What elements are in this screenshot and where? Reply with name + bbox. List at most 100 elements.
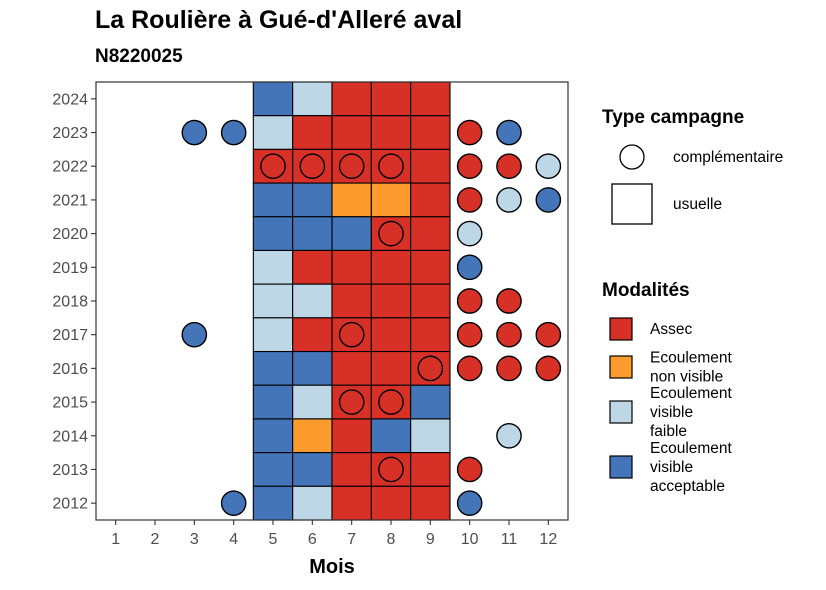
legend-key-ecoulement_visible_acceptable — [609, 455, 633, 479]
chart-subtitle: N8220025 — [95, 46, 183, 67]
legend-label: Ecoulement — [650, 385, 733, 402]
tile-2023-9 — [410, 115, 451, 150]
tile-2013-9 — [410, 452, 451, 487]
y-tick-label: 2014 — [52, 428, 88, 445]
tile-2023-7 — [331, 115, 372, 150]
tile-2021-6 — [292, 182, 333, 218]
tile-2014-8 — [370, 418, 412, 454]
legend-label: acceptable — [650, 478, 725, 495]
point-2023-3 — [181, 119, 208, 146]
tile-2016-6 — [292, 350, 333, 386]
tile-2014-5 — [252, 418, 294, 454]
point-2015-8 — [378, 389, 404, 415]
point-2015-7 — [338, 389, 365, 415]
tile-2016-7 — [331, 350, 372, 386]
point-2017-10 — [456, 321, 483, 348]
tile-2024-9 — [410, 81, 451, 117]
tile-2018-5 — [252, 283, 294, 319]
tile-2015-6 — [292, 384, 333, 420]
y-tick-label: 2017 — [52, 327, 88, 344]
point-2016-9 — [417, 355, 444, 382]
point-2022-12 — [535, 153, 562, 180]
y-tick-label: 2023 — [52, 125, 88, 142]
tile-2019-7 — [331, 249, 372, 285]
point-2020-8 — [378, 220, 404, 247]
usuelle-tiles — [252, 81, 451, 521]
tile-2020-7 — [331, 216, 372, 252]
legend-key-assec — [609, 317, 633, 341]
tile-2016-5 — [252, 350, 294, 386]
tile-2019-6 — [292, 249, 333, 285]
point-2022-8 — [378, 153, 404, 180]
point-2021-11 — [496, 187, 522, 213]
legend-label: faible — [650, 423, 687, 440]
tile-2018-6 — [292, 283, 333, 319]
legend-label: Ecoulement — [650, 440, 733, 457]
point-2016-10 — [456, 355, 483, 382]
y-axis: 2012 2013 2014 2015 2016 2017 2018 2019 2020 2021… — [52, 91, 96, 513]
legend-type-campagne: Type campagne complémentaire usuelle — [602, 107, 783, 225]
legend-label: complémentaire — [673, 149, 783, 166]
point-2016-11 — [496, 355, 522, 382]
tile-2013-5 — [252, 452, 294, 487]
legend-title: Type campagne — [602, 107, 744, 128]
tile-2021-8 — [370, 182, 412, 218]
x-tick-label: 8 — [387, 531, 396, 548]
x-tick-label: 3 — [190, 531, 199, 548]
tile-2014-9 — [410, 418, 451, 454]
legend-key-ecoulement_non_visible — [609, 355, 633, 379]
point-2022-6 — [299, 153, 326, 180]
tile-2024-7 — [331, 81, 372, 117]
point-2016-12 — [535, 355, 562, 382]
point-2021-10 — [456, 187, 483, 213]
x-tick-label: 10 — [461, 531, 479, 548]
y-tick-label: 2018 — [52, 294, 88, 311]
x-tick-label: 12 — [539, 531, 557, 548]
point-2012-4 — [220, 490, 247, 516]
x-tick-label: 9 — [426, 531, 435, 548]
tile-2014-6 — [292, 418, 333, 454]
tile-2012-9 — [410, 485, 451, 521]
point-2017-12 — [535, 321, 562, 348]
legend-key-ecoulement_visible_faible — [609, 400, 633, 424]
tile-2023-6 — [292, 115, 333, 150]
legend-key-square — [611, 183, 653, 225]
point-2018-11 — [496, 288, 522, 314]
tile-2012-7 — [331, 485, 372, 521]
point-2013-10 — [456, 456, 483, 483]
tile-2015-9 — [410, 384, 451, 420]
tile-2022-9 — [410, 148, 451, 184]
tile-2024-6 — [292, 81, 333, 117]
point-2014-11 — [496, 422, 522, 449]
y-tick-label: 2012 — [52, 496, 88, 513]
tile-2012-8 — [370, 485, 412, 521]
tile-2012-5 — [252, 485, 294, 521]
x-tick-label: 11 — [501, 531, 518, 548]
tile-2023-5 — [252, 115, 294, 150]
x-tick-label: 2 — [151, 531, 160, 548]
tile-2018-7 — [331, 283, 372, 319]
tile-2018-9 — [410, 283, 451, 319]
x-tick-label: 1 — [111, 531, 120, 548]
tile-2015-5 — [252, 384, 294, 420]
y-tick-label: 2021 — [52, 192, 88, 209]
y-tick-label: 2015 — [52, 395, 88, 412]
legend-label: non visible — [650, 369, 723, 386]
point-2022-11 — [496, 153, 522, 180]
point-2022-10 — [456, 153, 483, 180]
tile-2019-5 — [252, 249, 294, 285]
point-2023-11 — [496, 119, 522, 146]
tile-2021-9 — [410, 182, 451, 218]
tile-2020-9 — [410, 216, 451, 252]
tile-2014-7 — [331, 418, 372, 454]
point-2017-7 — [338, 321, 365, 348]
legend-label: visible — [650, 404, 693, 421]
point-2022-7 — [338, 153, 365, 180]
tile-2020-5 — [252, 216, 294, 252]
point-2017-11 — [496, 321, 522, 348]
point-2013-8 — [378, 456, 404, 483]
x-tick-label: 4 — [229, 531, 238, 548]
point-2017-3 — [181, 321, 208, 348]
point-2012-10 — [456, 490, 483, 516]
